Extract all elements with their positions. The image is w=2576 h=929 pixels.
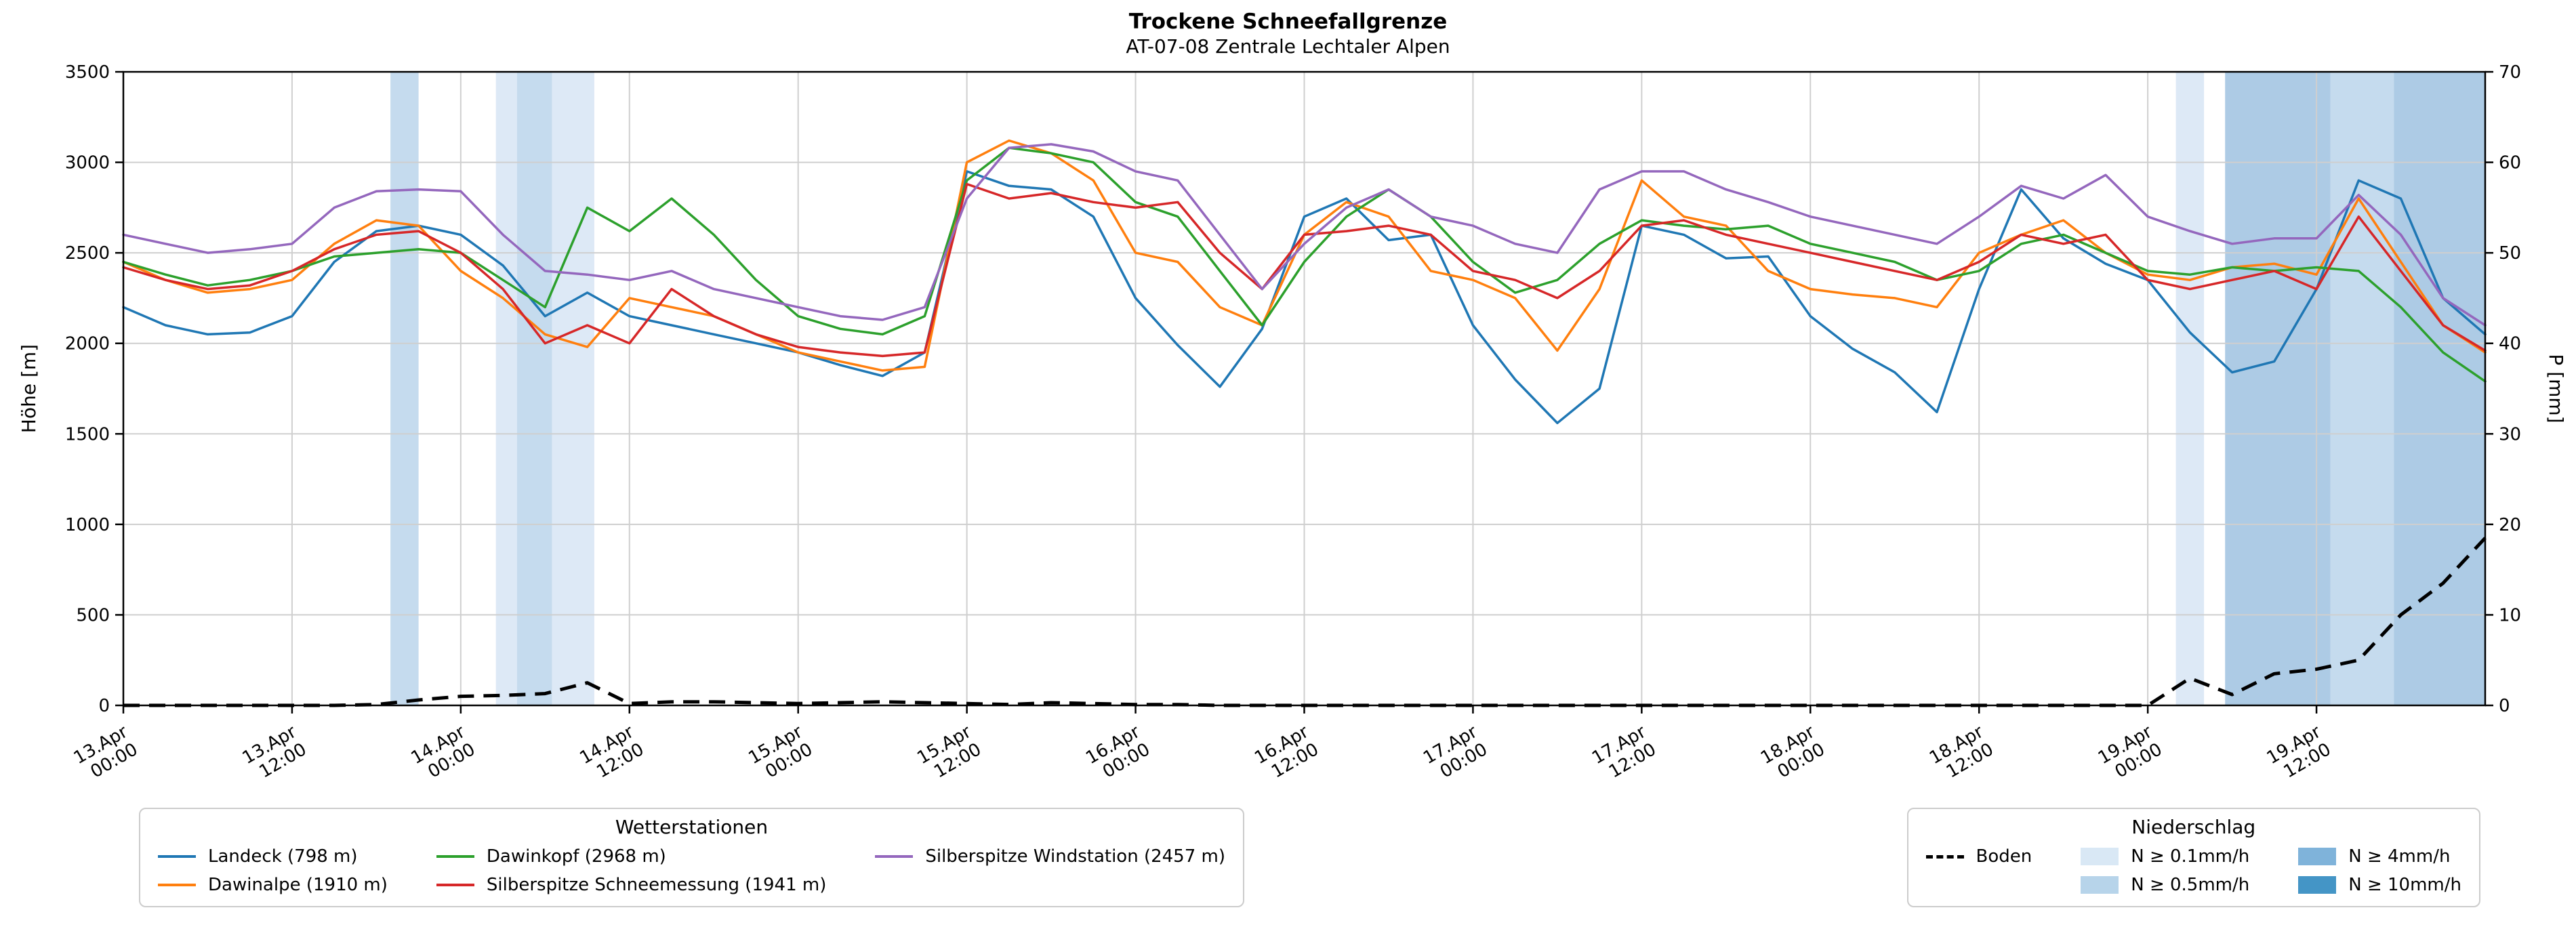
precip-bands — [390, 72, 2485, 705]
band-swatch-icon — [2081, 848, 2119, 865]
svg-text:17.Apr12:00: 17.Apr12:00 — [1589, 722, 1660, 786]
legend-station-dawinalpe: Dawinalpe (1910 m) — [158, 875, 388, 895]
svg-text:2500: 2500 — [65, 243, 110, 264]
svg-text:1500: 1500 — [65, 424, 110, 445]
svg-text:15.Apr12:00: 15.Apr12:00 — [914, 722, 985, 786]
line-chart: 13.Apr00:00 13.Apr12:00 14.Apr00:00 14.Apr1… — [18, 62, 2567, 786]
line-swatch-icon — [158, 855, 196, 858]
legend-boden-label: Boden — [1976, 846, 2032, 867]
svg-text:500: 500 — [76, 605, 110, 625]
svg-text:13.Apr12:00: 13.Apr12:00 — [239, 722, 310, 786]
legend-precip-level-0: N ≥ 0.1mm/h — [2081, 846, 2249, 867]
legend-station-dawinalpe-label: Dawinalpe (1910 m) — [208, 875, 388, 895]
legend-station-dawinkopf-label: Dawinkopf (2968 m) — [486, 846, 666, 867]
legend-station-silberspitze-windstation-label: Silberspitze Windstation (2457 m) — [925, 846, 1225, 867]
legend-station-landeck: Landeck (798 m) — [158, 846, 388, 867]
svg-text:14.Apr00:00: 14.Apr00:00 — [408, 722, 479, 786]
legend-precip: Niederschlag Boden N ≥ 0.1mm/h N ≥ 0.5mm/… — [1906, 808, 2480, 907]
legend-station-silberspitze-schneemessung-label: Silberspitze Schneemessung (1941 m) — [486, 875, 827, 895]
line-swatch-icon — [436, 884, 474, 886]
series-landeck — [122, 170, 2487, 425]
chart-title: Trockene Schneefallgrenze — [1128, 9, 1448, 34]
legend-stations: Wetterstationen Landeck (798 m) Dawinalpe… — [139, 808, 1244, 907]
legend-stations-title: Wetterstationen — [615, 816, 769, 838]
dashed-line-swatch-icon — [1925, 854, 1964, 859]
legend-precip-title: Niederschlag — [2131, 816, 2256, 838]
legend-precip-level-1: N ≥ 0.5mm/h — [2081, 875, 2249, 895]
series-dawinkopf — [122, 146, 2487, 383]
svg-text:3000: 3000 — [65, 153, 110, 173]
svg-text:60: 60 — [2499, 153, 2521, 173]
legend-precip-level-0-label: N ≥ 0.1mm/h — [2131, 846, 2250, 867]
svg-text:16.Apr12:00: 16.Apr12:00 — [1251, 722, 1322, 786]
svg-text:19.Apr00:00: 19.Apr00:00 — [2095, 722, 2166, 786]
svg-text:Höhe [m]: Höhe [m] — [18, 344, 40, 433]
svg-text:1000: 1000 — [65, 515, 110, 535]
svg-text:P [mm]: P [mm] — [2545, 354, 2567, 423]
legend-precip-level-1-label: N ≥ 0.5mm/h — [2131, 875, 2250, 895]
svg-text:20: 20 — [2499, 515, 2521, 535]
legend-precip-level-2-label: N ≥ 4mm/h — [2348, 846, 2451, 867]
band-swatch-icon — [2298, 876, 2337, 894]
svg-text:2000: 2000 — [65, 334, 110, 354]
series-silberspitze-windstation — [122, 143, 2487, 327]
svg-text:18.Apr12:00: 18.Apr12:00 — [1926, 722, 1997, 786]
band-swatch-icon — [2081, 876, 2119, 894]
svg-text:15.Apr00:00: 15.Apr00:00 — [745, 722, 816, 786]
legend-precip-level-3-label: N ≥ 10mm/h — [2348, 875, 2461, 895]
svg-text:17.Apr00:00: 17.Apr00:00 — [1420, 722, 1491, 786]
legend-stations-items: Landeck (798 m) Dawinalpe (1910 m) Dawinko… — [158, 846, 1225, 895]
legend-station-dawinkopf: Dawinkopf (2968 m) — [436, 846, 826, 867]
svg-text:14.Apr12:00: 14.Apr12:00 — [577, 722, 648, 786]
svg-text:70: 70 — [2499, 62, 2521, 83]
legend-precip-level-2: N ≥ 4mm/h — [2298, 846, 2461, 867]
svg-text:40: 40 — [2499, 334, 2521, 354]
series-silberspitze-schneemessung — [122, 182, 2487, 358]
svg-text:16.Apr00:00: 16.Apr00:00 — [1082, 722, 1153, 786]
svg-text:18.Apr00:00: 18.Apr00:00 — [1757, 722, 1828, 786]
legend-station-silberspitze-schneemessung: Silberspitze Schneemessung (1941 m) — [436, 875, 826, 895]
legends-row: Wetterstationen Landeck (798 m) Dawinalpe… — [0, 808, 2576, 907]
chart-subtitle: AT-07-08 Zentrale Lechtaler Alpen — [1126, 35, 1450, 58]
svg-text:50: 50 — [2499, 243, 2521, 264]
svg-text:0: 0 — [98, 696, 110, 716]
axes — [115, 70, 2493, 714]
svg-text:30: 30 — [2499, 424, 2521, 445]
legend-precip-level-3: N ≥ 10mm/h — [2298, 875, 2461, 895]
legend-boden: Boden — [1925, 846, 2032, 867]
line-swatch-icon — [436, 855, 474, 858]
svg-text:0: 0 — [2499, 696, 2510, 716]
svg-text:10: 10 — [2499, 605, 2521, 625]
line-swatch-icon — [158, 884, 196, 886]
legend-station-landeck-label: Landeck (798 m) — [208, 846, 358, 867]
svg-text:13.Apr00:00: 13.Apr00:00 — [70, 722, 142, 786]
svg-text:3500: 3500 — [65, 62, 110, 83]
line-swatch-icon — [875, 855, 914, 858]
band-swatch-icon — [2298, 848, 2337, 865]
legend-precip-items: Boden N ≥ 0.1mm/h N ≥ 0.5mm/h N ≥ 4mm/h N ≥… — [1925, 846, 2461, 895]
grid — [123, 71, 2485, 706]
chart-header: Trockene Schneefallgrenze AT-07-08 Zentr… — [0, 0, 2576, 58]
svg-text:19.Apr12:00: 19.Apr12:00 — [2264, 722, 2335, 786]
legend-station-silberspitze-windstation: Silberspitze Windstation (2457 m) — [875, 846, 1225, 867]
